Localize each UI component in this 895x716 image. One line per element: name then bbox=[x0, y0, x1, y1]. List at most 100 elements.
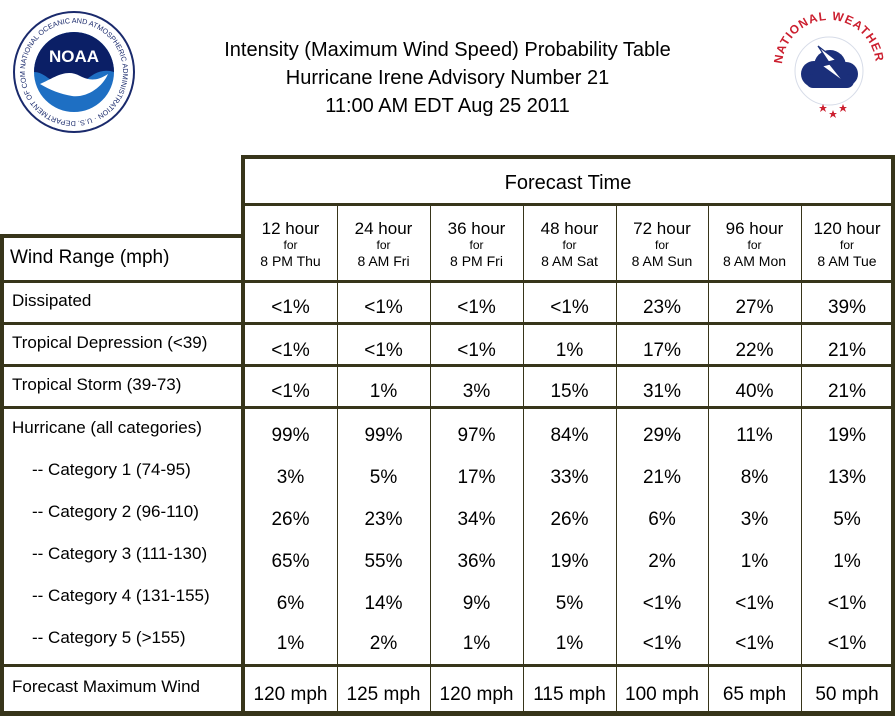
table-cell: 23% bbox=[364, 509, 403, 530]
column-header: 24 hour for 8 AM Fri bbox=[337, 219, 430, 270]
title-line: Intensity (Maximum Wind Speed) Probabili… bbox=[224, 39, 671, 61]
grid-line bbox=[430, 205, 431, 716]
grid-line bbox=[523, 205, 524, 716]
row-label: Forecast Maximum Wind bbox=[12, 677, 200, 696]
column-header-date: 8 PM Thu bbox=[260, 253, 321, 269]
grid-line bbox=[0, 234, 4, 716]
table-cell: 5% bbox=[833, 509, 861, 530]
column-header: 96 hour for 8 AM Mon bbox=[708, 219, 801, 270]
table-cell: 17% bbox=[642, 340, 682, 361]
column-header-hours: 120 hour bbox=[813, 219, 881, 238]
table-cell: <1% bbox=[735, 633, 774, 654]
grid-line bbox=[0, 280, 895, 283]
table-cell: 50 mph bbox=[815, 684, 879, 705]
row-label: Tropical Storm (39-73) bbox=[12, 375, 182, 394]
table-cell: 1% bbox=[740, 551, 769, 572]
row-label: -- Category 1 (74-95) bbox=[32, 460, 191, 479]
row-label: Tropical Depression (<39) bbox=[12, 333, 208, 352]
column-header-date: 8 PM Fri bbox=[450, 253, 503, 269]
column-header-hours: 12 hour bbox=[261, 219, 320, 238]
table-cell: 23% bbox=[642, 297, 682, 318]
noaa-logo: NATIONAL OCEANIC AND ATMOSPHERIC ADMINIS… bbox=[12, 10, 135, 133]
column-header: 12 hour for 8 PM Thu bbox=[244, 219, 337, 270]
row-label: -- Category 5 (>155) bbox=[32, 628, 186, 647]
grid-line bbox=[241, 155, 245, 716]
table-cell: <1% bbox=[457, 340, 496, 361]
title-line: Hurricane Irene Advisory Number 21 bbox=[285, 67, 610, 89]
table-cell: <1% bbox=[364, 340, 403, 361]
column-header: 36 hour for 8 PM Fri bbox=[430, 219, 523, 270]
table-cell: 22% bbox=[735, 340, 774, 361]
table-cell: 39% bbox=[827, 297, 867, 318]
grid-line bbox=[241, 203, 895, 206]
table-cell: 11% bbox=[736, 425, 773, 446]
table-cell: 29% bbox=[642, 425, 682, 446]
table-cell: <1% bbox=[271, 340, 310, 361]
table-cell: 1% bbox=[555, 340, 584, 361]
table-cell: 99% bbox=[271, 425, 310, 446]
table-cell: <1% bbox=[642, 593, 682, 614]
column-header-for: for bbox=[839, 238, 854, 252]
table-cell: 120 mph bbox=[253, 684, 328, 705]
column-header-hours: 48 hour bbox=[540, 219, 599, 238]
row-label: -- Category 4 (131-155) bbox=[32, 586, 210, 605]
grid-line bbox=[616, 205, 617, 716]
column-header-for: for bbox=[469, 238, 484, 252]
row-label: Dissipated bbox=[12, 291, 92, 310]
table-cell: 115 mph bbox=[533, 684, 606, 705]
table-cell: <1% bbox=[271, 297, 310, 318]
table-cell: 1% bbox=[276, 633, 305, 654]
wind-range-header: Wind Range (mph) bbox=[10, 247, 170, 268]
column-header-for: for bbox=[562, 238, 577, 252]
table-cell: 13% bbox=[827, 467, 867, 488]
table-cell: 1% bbox=[462, 633, 491, 654]
table-cell: 6% bbox=[648, 509, 676, 530]
table-cell: 1% bbox=[369, 381, 398, 402]
column-header: 48 hour for 8 AM Sat bbox=[523, 219, 616, 270]
table-cell: <1% bbox=[827, 593, 867, 614]
table-cell: <1% bbox=[364, 297, 403, 318]
column-header-date: 8 AM Tue bbox=[817, 253, 877, 269]
table-cell: 8% bbox=[740, 467, 769, 488]
table-cell: 1% bbox=[555, 633, 584, 654]
row-label: -- Category 3 (111-130) bbox=[32, 544, 208, 563]
grid-line bbox=[891, 155, 895, 716]
column-header-date: 8 AM Sat bbox=[541, 253, 598, 269]
table-cell: 36% bbox=[457, 551, 496, 572]
table-cell: 2% bbox=[369, 633, 398, 654]
table-cell: 21% bbox=[642, 467, 682, 488]
table-cell: 3% bbox=[276, 467, 305, 488]
forecast-time-header: Forecast Time bbox=[504, 172, 632, 194]
column-header-date: 8 AM Sun bbox=[631, 253, 693, 269]
table-cell: 55% bbox=[364, 551, 403, 572]
table-cell: 9% bbox=[462, 593, 491, 614]
table-cell: 17% bbox=[457, 467, 496, 488]
column-header-hours: 72 hour bbox=[633, 219, 691, 238]
table-cell: 6% bbox=[276, 593, 305, 614]
nws-logo: NATIONAL WEATHER SERVICE bbox=[770, 8, 886, 124]
table-cell: 120 mph bbox=[439, 684, 514, 705]
table-cell: 21% bbox=[827, 381, 867, 402]
table-cell: 21% bbox=[827, 340, 867, 361]
table-cell: 26% bbox=[550, 509, 589, 530]
table-cell: <1% bbox=[550, 297, 589, 318]
table-cell: 19% bbox=[550, 551, 589, 572]
table-cell: 14% bbox=[364, 593, 403, 614]
table-cell: <1% bbox=[642, 633, 682, 654]
table-cell: 97% bbox=[457, 425, 496, 446]
table-cell: 3% bbox=[462, 381, 491, 402]
table-cell: <1% bbox=[735, 593, 774, 614]
table-cell: 65% bbox=[271, 551, 310, 572]
table-cell: 2% bbox=[648, 551, 676, 572]
grid-line bbox=[708, 205, 709, 716]
title-line: 11:00 AM EDT Aug 25 2011 bbox=[325, 95, 570, 117]
column-header-hours: 36 hour bbox=[447, 219, 506, 238]
column-header-for: for bbox=[654, 238, 669, 252]
table-cell: 3% bbox=[740, 509, 769, 530]
table-cell: 5% bbox=[369, 467, 398, 488]
column-header-date: 8 AM Fri bbox=[357, 253, 410, 269]
grid-line bbox=[0, 406, 895, 409]
column-header-for: for bbox=[283, 238, 298, 252]
row-label: Hurricane (all categories) bbox=[12, 418, 202, 437]
grid-line bbox=[241, 155, 895, 159]
